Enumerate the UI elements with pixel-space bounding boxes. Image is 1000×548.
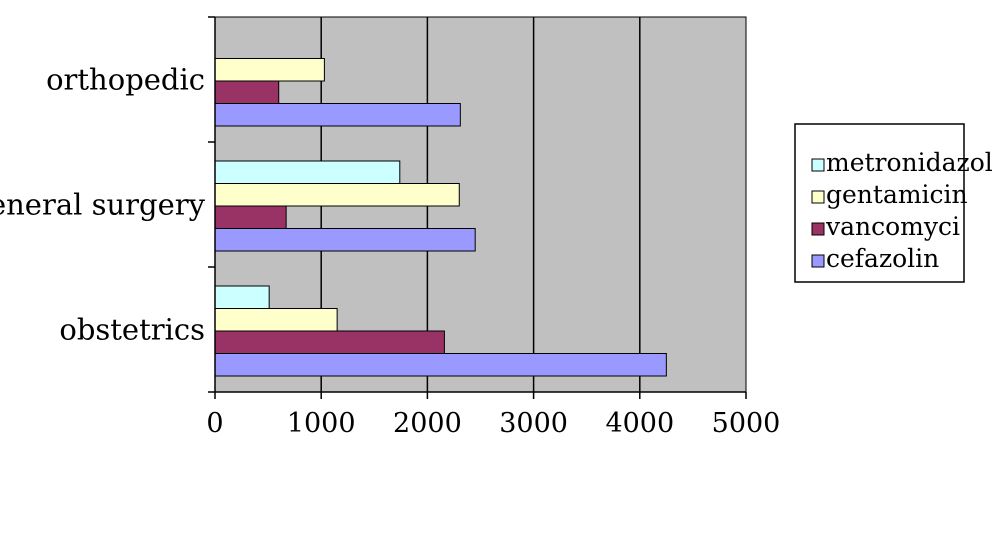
legend-swatch-vancomyci [811,222,825,236]
category-labels: obstetrics general surgery orthopedic [0,63,206,347]
x-tick-label-5000: 5000 [712,408,781,439]
bar-vancomyci-orthopedic [214,80,280,104]
bar-cefazolin-obstetrics [214,353,667,377]
legend-swatch-gentamicin [811,190,825,204]
legend-label-vancomyci: vancomyci [825,212,960,241]
legend-label-metronidazol: metronidazol [826,148,993,177]
x-tick-label-1000: 1000 [287,408,356,439]
bars [214,58,667,377]
bar-cefazolin-orthopedic [214,103,461,127]
legend-swatch-metronidazol [811,158,825,172]
category-label-obstetrics: obstetrics [59,313,205,347]
x-tick-label-2000: 2000 [393,408,462,439]
bar-metronidazol-general-surgery [214,160,401,184]
bar-metronidazol-obstetrics [214,285,270,309]
bar-vancomyci-general-surgery [214,205,287,229]
legend-label-cefazolin: cefazolin [826,244,939,273]
bar-gentamicin-general-surgery [214,183,460,207]
y-axis-ticks [208,16,215,393]
bar-gentamicin-obstetrics [214,308,338,332]
category-label-general-surgery: general surgery [0,188,206,222]
bar-cefazolin-general-surgery [214,228,476,252]
legend-label-gentamicin: gentamicin [826,180,968,209]
x-axis-tick-labels: 0 1000 2000 3000 4000 5000 [206,408,780,439]
legend: metronidazol gentamicin vancomyci cefazolin [794,123,993,283]
bar-gentamicin-orthopedic [214,58,325,82]
legend-swatch-cefazolin [811,254,825,268]
x-axis-ticks [214,392,747,399]
x-tick-label-4000: 4000 [605,408,674,439]
x-tick-label-0: 0 [206,408,223,439]
bar-vancomyci-obstetrics [214,330,445,354]
x-tick-label-3000: 3000 [499,408,568,439]
category-label-orthopedic: orthopedic [46,63,205,97]
